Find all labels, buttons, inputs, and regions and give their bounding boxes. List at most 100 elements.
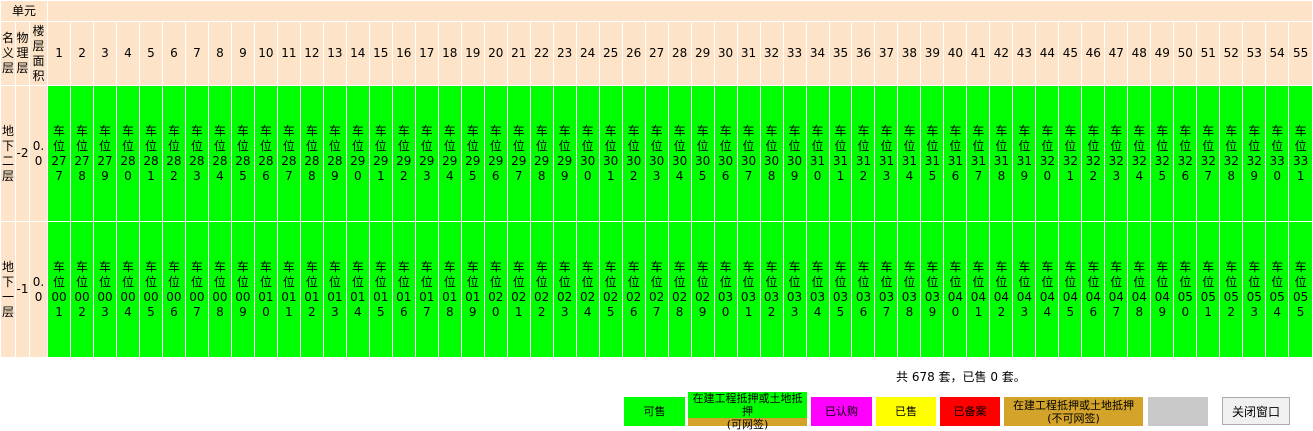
floor-physical: -2 — [15, 85, 30, 222]
parking-cell: 车位035 — [828, 221, 853, 358]
parking-cell: 车位300 — [575, 85, 600, 222]
parking-cell: 车位307 — [736, 85, 761, 222]
parking-cell: 车位036 — [851, 221, 876, 358]
legend-item: 已售 — [876, 397, 936, 426]
parking-cell: 车位008 — [207, 221, 232, 358]
parking-cell: 车位039 — [920, 221, 945, 358]
column-header: 楼层面积 — [28, 21, 49, 86]
parking-cell: 车位024 — [575, 221, 600, 358]
column-number: 5 — [138, 21, 163, 86]
column-number: 49 — [1150, 21, 1175, 86]
parking-cell: 车位031 — [736, 221, 761, 358]
parking-cell: 车位316 — [943, 85, 968, 222]
parking-cell: 车位045 — [1058, 221, 1083, 358]
parking-cell: 车位299 — [552, 85, 577, 222]
legend-item: 在建工程抵押或土地抵押 (可网签) — [688, 392, 807, 431]
column-number: 20 — [483, 21, 508, 86]
parking-cell: 车位279 — [93, 85, 117, 222]
parking-cell: 车位327 — [1196, 85, 1221, 222]
legend-label: 已售 — [895, 405, 917, 418]
column-number: 44 — [1035, 21, 1060, 86]
legend-label: 已认购 — [825, 405, 858, 418]
parking-cell: 车位006 — [161, 221, 186, 358]
parking-cell: 车位322 — [1081, 85, 1106, 222]
legend-item — [1148, 397, 1208, 426]
parking-cell: 车位049 — [1150, 221, 1175, 358]
legend-label: 在建工程抵押或土地抵押 — [688, 392, 807, 418]
parking-cell: 车位277 — [47, 85, 72, 222]
parking-cell: 车位321 — [1058, 85, 1083, 222]
column-number: 36 — [851, 21, 876, 86]
parking-cell: 车位021 — [506, 221, 531, 358]
column-number: 10 — [253, 21, 278, 86]
column-number: 42 — [989, 21, 1014, 86]
parking-cell: 车位280 — [115, 85, 140, 222]
parking-cell: 车位285 — [230, 85, 255, 222]
parking-cell: 车位330 — [1265, 85, 1290, 222]
parking-cell: 车位017 — [414, 221, 439, 358]
parking-cell: 车位034 — [805, 221, 830, 358]
column-number: 55 — [1288, 21, 1313, 86]
column-number: 52 — [1219, 21, 1244, 86]
parking-cell: 车位281 — [138, 85, 163, 222]
parking-cell: 车位043 — [1012, 221, 1037, 358]
parking-cell: 车位053 — [1242, 221, 1267, 358]
column-number: 22 — [529, 21, 554, 86]
parking-cell: 车位027 — [644, 221, 669, 358]
column-number: 11 — [276, 21, 301, 86]
column-number: 24 — [575, 21, 600, 86]
parking-cell: 车位293 — [414, 85, 439, 222]
column-number: 38 — [897, 21, 922, 86]
column-number: 17 — [414, 21, 439, 86]
column-number: 12 — [299, 21, 324, 86]
parking-cell: 车位326 — [1173, 85, 1198, 222]
column-header: 名义层 — [0, 21, 16, 86]
parking-cell: 车位052 — [1219, 221, 1244, 358]
floor-area: 0.0 — [28, 221, 49, 358]
parking-cell: 车位003 — [93, 221, 117, 358]
unit-header: 单元 — [0, 0, 49, 22]
parking-cell: 车位026 — [621, 221, 646, 358]
parking-cell: 车位320 — [1035, 85, 1060, 222]
parking-cell: 车位313 — [874, 85, 899, 222]
parking-cell: 车位318 — [989, 85, 1014, 222]
column-number: 23 — [552, 21, 577, 86]
column-number: 1 — [47, 21, 72, 86]
parking-cell: 车位016 — [391, 221, 416, 358]
column-number: 33 — [782, 21, 807, 86]
parking-cell: 车位289 — [322, 85, 347, 222]
parking-cell: 车位002 — [70, 221, 94, 358]
parking-cell: 车位324 — [1127, 85, 1152, 222]
column-number: 35 — [828, 21, 853, 86]
column-number: 3 — [93, 21, 117, 86]
column-number: 8 — [207, 21, 232, 86]
parking-cell: 车位037 — [874, 221, 899, 358]
parking-cell: 车位051 — [1196, 221, 1221, 358]
parking-cell: 车位042 — [989, 221, 1014, 358]
parking-cell: 车位009 — [230, 221, 255, 358]
column-number: 21 — [506, 21, 531, 86]
floor-area: 0.0 — [28, 85, 49, 222]
parking-cell: 车位323 — [1104, 85, 1129, 222]
parking-cell: 车位296 — [483, 85, 508, 222]
column-number: 18 — [437, 21, 462, 86]
parking-cell: 车位047 — [1104, 221, 1129, 358]
parking-cell: 车位304 — [667, 85, 692, 222]
column-number: 29 — [690, 21, 715, 86]
parking-cell: 车位013 — [322, 221, 347, 358]
floor-row: 地下二层 -2 0.0 车位277 车位278 车位279 车位280 车位281 车位282 车… — [0, 85, 1313, 222]
parking-cell: 车位048 — [1127, 221, 1152, 358]
legend-label: 可售 — [643, 405, 666, 418]
parking-cell: 车位019 — [460, 221, 485, 358]
column-number: 27 — [644, 21, 669, 86]
column-number: 28 — [667, 21, 692, 86]
column-header: 物理层 — [15, 21, 30, 86]
parking-cell: 车位018 — [437, 221, 462, 358]
column-number: 47 — [1104, 21, 1129, 86]
parking-cell: 车位040 — [943, 221, 968, 358]
header-blank — [47, 0, 1313, 22]
parking-cell: 车位044 — [1035, 221, 1060, 358]
parking-cell: 车位292 — [391, 85, 416, 222]
close-button[interactable]: 关闭窗口 — [1222, 397, 1290, 425]
parking-cell: 车位028 — [667, 221, 692, 358]
